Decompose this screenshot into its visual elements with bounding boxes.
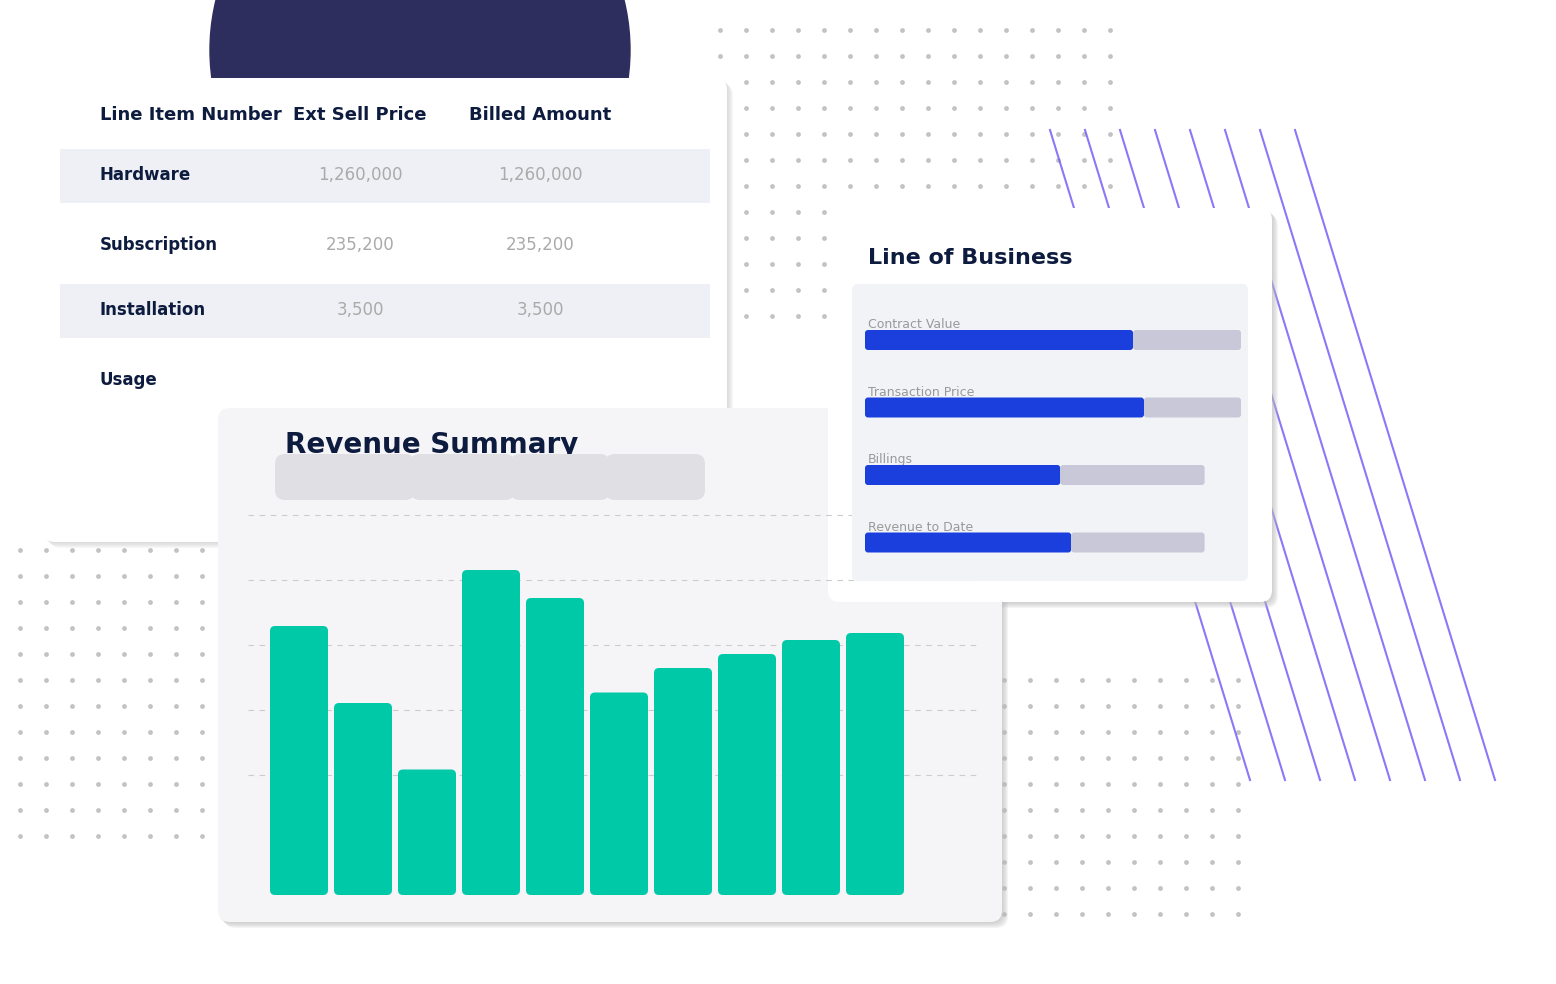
FancyBboxPatch shape: [853, 284, 1248, 581]
Text: Subscription: Subscription: [100, 236, 218, 254]
FancyBboxPatch shape: [219, 410, 1004, 924]
FancyBboxPatch shape: [44, 79, 728, 543]
FancyBboxPatch shape: [783, 640, 840, 895]
Circle shape: [210, 0, 630, 260]
FancyBboxPatch shape: [44, 78, 727, 542]
FancyBboxPatch shape: [221, 411, 1005, 925]
Text: 3,500: 3,500: [336, 301, 384, 319]
FancyBboxPatch shape: [590, 693, 647, 895]
Text: 3,500: 3,500: [517, 301, 563, 319]
FancyBboxPatch shape: [61, 354, 710, 408]
FancyBboxPatch shape: [61, 219, 710, 273]
FancyBboxPatch shape: [605, 454, 705, 500]
Text: Usage: Usage: [100, 371, 157, 389]
FancyBboxPatch shape: [865, 465, 1060, 485]
FancyBboxPatch shape: [48, 84, 733, 548]
FancyBboxPatch shape: [398, 769, 456, 895]
FancyBboxPatch shape: [526, 598, 584, 895]
FancyBboxPatch shape: [61, 284, 710, 338]
Text: 235,200: 235,200: [506, 236, 574, 254]
FancyBboxPatch shape: [61, 149, 710, 203]
FancyBboxPatch shape: [1071, 532, 1204, 552]
FancyBboxPatch shape: [218, 408, 1002, 922]
FancyBboxPatch shape: [223, 413, 1007, 927]
FancyBboxPatch shape: [1144, 398, 1242, 417]
FancyBboxPatch shape: [335, 703, 392, 895]
FancyBboxPatch shape: [409, 454, 515, 500]
FancyBboxPatch shape: [47, 82, 731, 546]
Text: 1,260,000: 1,260,000: [317, 166, 403, 184]
FancyBboxPatch shape: [45, 80, 730, 544]
FancyBboxPatch shape: [1060, 465, 1204, 485]
Text: Revenue to Date: Revenue to Date: [868, 521, 972, 534]
FancyBboxPatch shape: [865, 532, 1071, 552]
FancyBboxPatch shape: [47, 81, 730, 545]
FancyBboxPatch shape: [271, 626, 328, 895]
FancyBboxPatch shape: [865, 398, 1144, 417]
Text: Line Item Number: Line Item Number: [100, 106, 282, 124]
FancyBboxPatch shape: [828, 208, 1271, 602]
FancyBboxPatch shape: [832, 212, 1276, 606]
FancyBboxPatch shape: [219, 409, 1004, 923]
FancyBboxPatch shape: [275, 454, 415, 500]
Text: Hardware: Hardware: [100, 166, 191, 184]
FancyBboxPatch shape: [832, 213, 1277, 607]
FancyBboxPatch shape: [224, 414, 1008, 928]
FancyBboxPatch shape: [829, 210, 1274, 604]
FancyBboxPatch shape: [48, 83, 731, 547]
FancyBboxPatch shape: [717, 654, 776, 895]
Text: 1,260,000: 1,260,000: [498, 166, 582, 184]
FancyBboxPatch shape: [846, 633, 904, 895]
FancyBboxPatch shape: [831, 211, 1274, 605]
Text: Billed Amount: Billed Amount: [468, 106, 612, 124]
FancyBboxPatch shape: [1133, 330, 1242, 350]
Text: Revenue Summary: Revenue Summary: [285, 431, 579, 459]
Text: Ext Sell Price: Ext Sell Price: [293, 106, 426, 124]
FancyBboxPatch shape: [510, 454, 610, 500]
Text: Billings: Billings: [868, 454, 913, 466]
FancyBboxPatch shape: [865, 330, 1133, 350]
Text: Transaction Price: Transaction Price: [868, 386, 974, 399]
Text: 235,200: 235,200: [325, 236, 394, 254]
FancyBboxPatch shape: [834, 214, 1277, 608]
Text: Contract Value: Contract Value: [868, 319, 960, 332]
FancyBboxPatch shape: [462, 570, 520, 895]
FancyBboxPatch shape: [223, 412, 1007, 926]
Text: Line of Business: Line of Business: [868, 248, 1072, 268]
FancyBboxPatch shape: [654, 668, 713, 895]
FancyBboxPatch shape: [829, 209, 1273, 603]
Text: Installation: Installation: [100, 301, 205, 319]
